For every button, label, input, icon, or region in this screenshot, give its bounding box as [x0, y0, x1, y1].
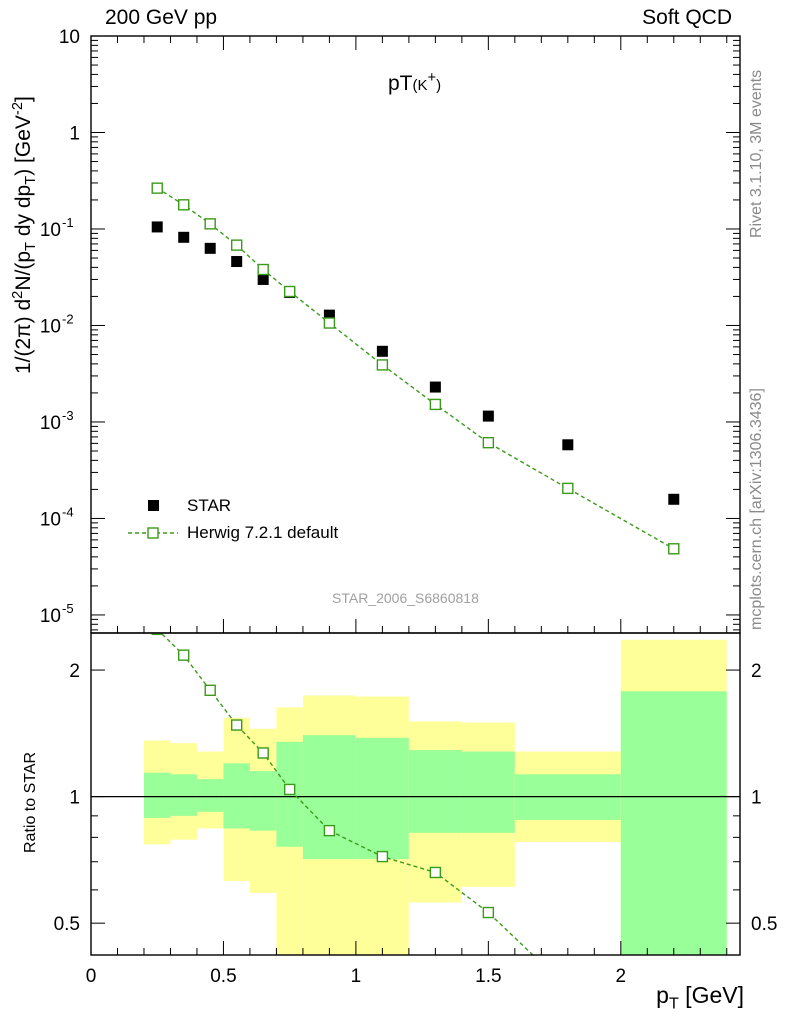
- inner-band: [196, 779, 224, 812]
- x-tick-label: 1.5: [475, 966, 501, 987]
- y-tick-exponent: -5: [62, 601, 74, 616]
- herwig-point: [257, 263, 269, 276]
- herwig-point: [204, 218, 216, 230]
- y-tick-exponent: -3: [62, 408, 74, 423]
- star-point: [668, 493, 680, 505]
- ratio-point: [230, 719, 243, 731]
- herwig-point: [482, 436, 495, 449]
- ratio-y-tick-label: 1: [69, 788, 80, 809]
- inner-band: [355, 737, 409, 860]
- ratio-point: [178, 649, 190, 661]
- inner-band: [170, 774, 197, 816]
- ratio-point: [323, 824, 336, 837]
- x-tick-label: 2: [616, 966, 627, 987]
- ratio-point: [257, 747, 269, 759]
- category-label: Soft QCD: [642, 6, 732, 29]
- inner-band: [461, 751, 515, 833]
- ratio-y-tick-label-right: 2: [751, 661, 762, 682]
- herwig-point: [151, 182, 163, 194]
- x-tick-label: 1: [351, 966, 362, 987]
- y-tick-label: 1: [69, 123, 80, 144]
- ratio-series-group: [151, 633, 534, 955]
- main-frame: [90, 35, 741, 634]
- herwig-point: [230, 239, 243, 251]
- y-tick-label: 10: [40, 606, 61, 627]
- y-tick-label: 10: [40, 509, 61, 530]
- ratio-axis-title: Ratio to STAR: [22, 751, 39, 853]
- star-point: [323, 309, 335, 321]
- ratio-point: [283, 783, 296, 796]
- herwig-point: [429, 398, 442, 411]
- herwig-point: [668, 543, 680, 555]
- herwig-point: [178, 199, 190, 211]
- site-label: mcplots.cern.ch [arXiv:1306.3436]: [748, 388, 765, 630]
- ratio-y-tick-label-right: 0.5: [751, 914, 777, 935]
- inner-band: [408, 750, 462, 833]
- ratio-y-tick-label: 0.5: [54, 914, 80, 935]
- ratio-y-tick-label: 2: [69, 661, 80, 682]
- y-tick-exponent: -2: [62, 311, 74, 326]
- y-tick-label: 10: [40, 220, 61, 241]
- x-tick-label: 0: [86, 966, 97, 987]
- ratio-point: [429, 866, 442, 879]
- star-point: [204, 242, 216, 254]
- ratio-frame: [90, 632, 741, 956]
- herwig-point: [376, 359, 389, 371]
- version-label: Rivet 3.1.10, 3M events: [748, 69, 765, 238]
- star-point: [231, 256, 243, 268]
- inner-band: [620, 691, 727, 955]
- legend-marker-herwig: [147, 527, 159, 539]
- legend-label-star: STAR: [187, 496, 232, 515]
- plot-title: pT(K+): [388, 70, 442, 95]
- y-tick-exponent: -1: [62, 215, 74, 230]
- ratio-point: [482, 906, 495, 919]
- herwig-point: [283, 285, 296, 298]
- inner-band: [143, 772, 171, 818]
- y-tick-label: 10: [59, 27, 80, 48]
- star-point: [429, 381, 441, 393]
- ratio-panel: 0 0.5 1 1.5 2 0.5 0.5 1 1 2 2: [54, 632, 777, 987]
- star-point: [562, 439, 574, 451]
- herwig-point: [562, 482, 574, 495]
- y-axis-title: 1/(2π) d2N/(pT dy dpT) [GeV-2]: [10, 96, 40, 374]
- ratio-y-tick-label-right: 1: [751, 788, 762, 809]
- x-axis-title: pT [GeV]: [656, 982, 744, 1013]
- y-tick-exponent: -4: [62, 504, 74, 519]
- star-point: [151, 221, 163, 233]
- ratio-point: [376, 850, 389, 863]
- legend-marker-star: [148, 500, 159, 511]
- herwig-point: [323, 317, 336, 329]
- ratio-point: [204, 684, 216, 697]
- star-point: [482, 410, 494, 422]
- inner-band: [249, 771, 277, 831]
- analysis-tag: STAR_2006_S6860818: [332, 590, 479, 606]
- energy-label: 200 GeV pp: [105, 6, 218, 29]
- y-tick-label: 10: [40, 413, 61, 434]
- star-point: [178, 231, 190, 243]
- ratio-line: [159, 633, 534, 955]
- legend-label-herwig: Herwig 7.2.1 default: [187, 523, 339, 542]
- inner-band: [223, 763, 250, 829]
- x-tick-label: 0.5: [210, 966, 236, 987]
- star-point: [257, 273, 269, 285]
- star-point: [376, 345, 388, 357]
- y-tick-label: 10: [40, 316, 61, 337]
